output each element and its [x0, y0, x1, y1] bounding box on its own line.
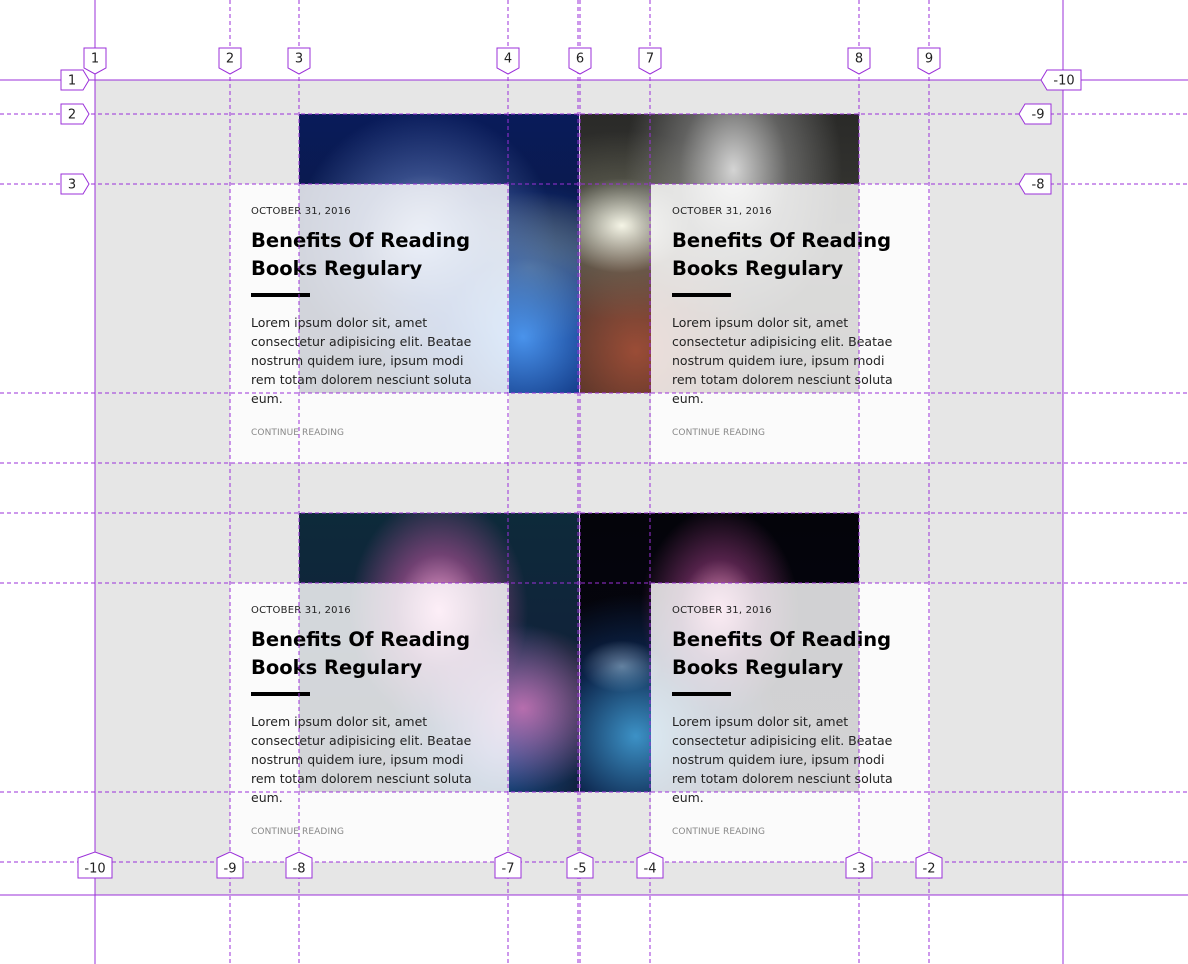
svg-text:3: 3 [295, 52, 303, 67]
continue-reading-link[interactable]: CONTINUE READING [251, 827, 345, 837]
grid-col-label: 2 [218, 47, 242, 75]
grid-row-label: 3 [60, 173, 90, 195]
post-date: OCTOBER 31, 2016 [251, 206, 351, 217]
grid-row-label: -9 [1018, 103, 1052, 125]
svg-text:-2: -2 [923, 862, 936, 877]
grid-col-label: 6 [568, 47, 592, 75]
title-underline [672, 692, 731, 696]
post-title[interactable]: Benefits Of Reading Books Regulary [672, 229, 892, 280]
svg-text:-5: -5 [574, 862, 587, 877]
grid-col-label: -10 [77, 851, 113, 879]
svg-text:3: 3 [68, 178, 76, 193]
post-date: OCTOBER 31, 2016 [672, 605, 772, 616]
svg-text:-8: -8 [293, 862, 306, 877]
grid-col-label: -3 [845, 851, 873, 879]
grid-col-label: -7 [494, 851, 522, 879]
title-underline [251, 293, 310, 297]
post-card: OCTOBER 31, 2016 Benefits Of Reading Book… [651, 583, 930, 862]
svg-text:-10: -10 [84, 862, 105, 877]
svg-text:-7: -7 [502, 862, 515, 877]
continue-reading-link[interactable]: CONTINUE READING [672, 827, 766, 837]
post-excerpt: Lorem ipsum dolor sit, amet consectetur … [672, 315, 893, 406]
svg-text:7: 7 [646, 52, 654, 67]
grid-row-label: 1 [60, 69, 90, 91]
post-excerpt: Lorem ipsum dolor sit, amet consectetur … [251, 315, 472, 406]
grid-col-label: -2 [915, 851, 943, 879]
svg-text:-10: -10 [1053, 74, 1074, 89]
svg-text:4: 4 [504, 52, 512, 67]
svg-text:-9: -9 [1032, 108, 1045, 123]
svg-text:-3: -3 [853, 862, 866, 877]
grid-col-label: 9 [917, 47, 941, 75]
continue-reading-link[interactable]: CONTINUE READING [251, 428, 345, 438]
continue-reading-link[interactable]: CONTINUE READING [672, 428, 766, 438]
grid-row-label: -10 [1040, 69, 1082, 91]
post-title[interactable]: Benefits Of Reading Books Regulary [251, 229, 471, 280]
title-underline [251, 692, 310, 696]
svg-text:6: 6 [576, 52, 584, 67]
svg-text:2: 2 [68, 108, 76, 123]
grid-col-label: 4 [496, 47, 520, 75]
svg-text:2: 2 [226, 52, 234, 67]
post-title[interactable]: Benefits Of Reading Books Regulary [672, 628, 892, 679]
grid-col-label: 3 [287, 47, 311, 75]
svg-text:9: 9 [925, 52, 933, 67]
svg-text:-4: -4 [644, 862, 657, 877]
grid-row-label: -8 [1018, 173, 1052, 195]
grid-col-label: -5 [566, 851, 594, 879]
title-underline [672, 293, 731, 297]
svg-text:8: 8 [855, 52, 863, 67]
post-card: OCTOBER 31, 2016 Benefits Of Reading Book… [230, 583, 509, 862]
post-title[interactable]: Benefits Of Reading Books Regulary [251, 628, 471, 679]
post-date: OCTOBER 31, 2016 [672, 206, 772, 217]
post-excerpt: Lorem ipsum dolor sit, amet consectetur … [672, 714, 893, 805]
svg-text:-8: -8 [1032, 178, 1045, 193]
grid-col-label: 7 [638, 47, 662, 75]
grid-col-label: -9 [216, 851, 244, 879]
grid-row-label: 2 [60, 103, 90, 125]
grid-col-label: -8 [285, 851, 313, 879]
grid-col-label: 1 [83, 47, 107, 75]
post-excerpt: Lorem ipsum dolor sit, amet consectetur … [251, 714, 472, 805]
grid-col-label: -4 [636, 851, 664, 879]
grid-col-label: 8 [847, 47, 871, 75]
svg-text:1: 1 [68, 74, 76, 89]
post-card: OCTOBER 31, 2016 Benefits Of Reading Book… [230, 184, 509, 463]
svg-text:1: 1 [91, 52, 99, 67]
svg-text:-9: -9 [224, 862, 237, 877]
post-card: OCTOBER 31, 2016 Benefits Of Reading Book… [651, 184, 930, 463]
post-date: OCTOBER 31, 2016 [251, 605, 351, 616]
